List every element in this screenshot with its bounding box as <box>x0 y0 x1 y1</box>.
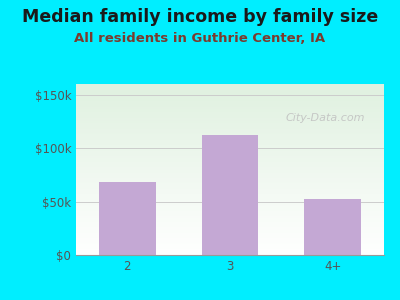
Bar <box>99 182 156 255</box>
Text: Median family income by family size: Median family income by family size <box>22 8 378 26</box>
Text: All residents in Guthrie Center, IA: All residents in Guthrie Center, IA <box>74 32 326 44</box>
Bar <box>304 200 361 255</box>
Bar <box>202 135 258 255</box>
Text: City-Data.com: City-Data.com <box>286 113 365 123</box>
